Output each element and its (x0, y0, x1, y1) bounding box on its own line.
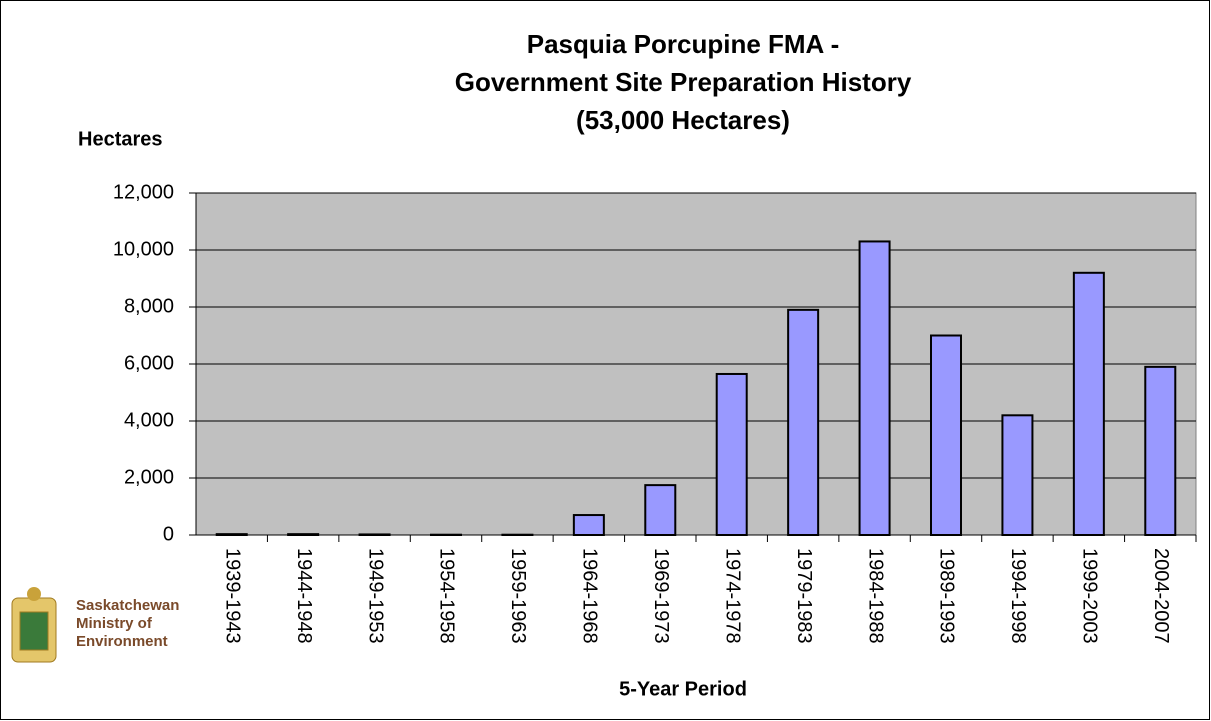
logo-text: Ministry of (76, 615, 153, 632)
bar (1001, 414, 1034, 536)
x-tick-label: 1974-1978 (721, 548, 743, 644)
chart-title: (53,000 Hectares) (576, 105, 790, 135)
x-tick-label: 1944-1948 (293, 548, 315, 644)
logo-text: Environment (76, 633, 168, 650)
x-tick-label: 1994-1998 (1007, 548, 1029, 644)
bar (930, 334, 962, 536)
y-tick-label: 6,000 (124, 352, 174, 374)
bar (858, 240, 891, 536)
x-tick-label: 1984-1988 (864, 548, 886, 644)
bar (287, 533, 320, 537)
bar (215, 533, 248, 537)
y-axis-label: Hectares (78, 128, 163, 150)
x-tick-label: 1964-1968 (579, 548, 601, 644)
bar (644, 484, 677, 536)
logo-crest (11, 587, 57, 663)
x-tick-label: 1949-1953 (364, 548, 386, 644)
bar (715, 372, 748, 536)
x-tick-label: 1989-1993 (936, 548, 958, 644)
x-tick-label: 1939-1943 (221, 548, 243, 644)
x-tick-label: 1954-1958 (436, 548, 458, 644)
bar (358, 533, 391, 536)
x-tick-label: 1959-1963 (507, 548, 529, 644)
bar (572, 514, 605, 536)
x-axis-label: 5-Year Period (619, 678, 747, 700)
logo-text: Saskatchewan (76, 597, 179, 614)
x-tick-label: 2004-2007 (1150, 548, 1172, 644)
x-tick-label: 1969-1973 (650, 548, 672, 644)
x-tick-label: 1999-2003 (1079, 548, 1101, 644)
y-tick-label: 0 (163, 523, 174, 545)
y-tick-label: 2,000 (124, 466, 174, 488)
bar (1072, 271, 1105, 536)
y-tick-label: 8,000 (124, 295, 174, 317)
y-tick-label: 10,000 (113, 238, 174, 260)
y-tick-label: 12,000 (113, 181, 174, 203)
bar (1144, 365, 1177, 536)
chart-title: Pasquia Porcupine FMA - (527, 29, 840, 59)
y-tick-label: 4,000 (124, 409, 174, 431)
chart-title: Government Site Preparation History (455, 67, 912, 97)
bar (787, 308, 820, 536)
x-tick-label: 1979-1983 (793, 548, 815, 644)
